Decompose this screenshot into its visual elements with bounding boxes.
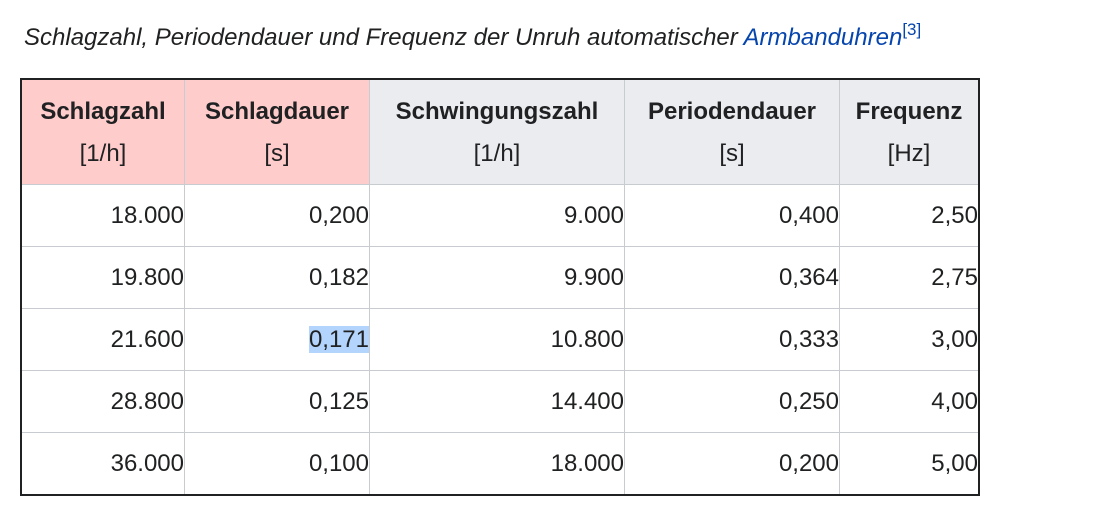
caption-text: Schlagzahl, Periodendauer und Frequenz d…: [24, 24, 744, 51]
header-name: Periodendauer: [647, 98, 817, 125]
table-row: 19.800 0,182 9.900 0,364 2,75: [20, 246, 980, 309]
reference-link[interactable]: [3]: [902, 20, 922, 39]
cell-schwingungszahl: 10.800: [369, 308, 625, 371]
header-row: Schlagzahl [1/h] Schlagdauer [s] Schwing…: [20, 78, 980, 185]
table-row: 18.000 0,200 9.000 0,400 2,50: [20, 184, 980, 247]
cell-periodendauer: 0,250: [624, 370, 840, 433]
cell-periodendauer: 0,400: [624, 184, 840, 247]
cell-frequenz: 5,00: [839, 432, 980, 496]
cell-schwingungszahl: 14.400: [369, 370, 625, 433]
cell-schlagzahl: 18.000: [20, 184, 185, 247]
cell-frequenz: 4,00: [839, 370, 980, 433]
cell-schlagzahl: 36.000: [20, 432, 185, 496]
cell-periodendauer: 0,364: [624, 246, 840, 309]
cell-schlagdauer: 0,200: [184, 184, 370, 247]
header-name: Schlagdauer: [204, 98, 350, 125]
table-row: 21.600 0,171 10.800 0,333 3,00: [20, 308, 980, 371]
header-unit: [s]: [264, 140, 290, 167]
header-unit: [1/h]: [79, 140, 127, 167]
cell-schlagzahl: 28.800: [20, 370, 185, 433]
cell-periodendauer: 0,200: [624, 432, 840, 496]
cell-periodendauer: 0,333: [624, 308, 840, 371]
header-unit: [1/h]: [473, 140, 521, 167]
cell-frequenz: 2,50: [839, 184, 980, 247]
cell-schlagdauer: 0,182: [184, 246, 370, 309]
cell-schwingungszahl: 9.000: [369, 184, 625, 247]
header-unit: [s]: [719, 140, 745, 167]
cell-schlagdauer: 0,100: [184, 432, 370, 496]
header-schlagdauer: Schlagdauer [s]: [184, 78, 370, 185]
cell-schlagdauer: 0,125: [184, 370, 370, 433]
header-name: Frequenz: [855, 98, 963, 125]
cell-schlagdauer: 0,171: [184, 308, 370, 371]
cell-schwingungszahl: 18.000: [369, 432, 625, 496]
header-name: Schwingungszahl: [395, 98, 599, 125]
selected-text[interactable]: 0,171: [308, 325, 369, 353]
header-name: Schlagzahl: [40, 98, 166, 125]
header-frequenz: Frequenz [Hz]: [839, 78, 980, 185]
header-schlagzahl: Schlagzahl [1/h]: [20, 78, 185, 185]
cell-frequenz: 3,00: [839, 308, 980, 371]
cell-frequenz: 2,75: [839, 246, 980, 309]
table-row: 36.000 0,100 18.000 0,200 5,00: [20, 432, 980, 496]
cell-schlagzahl: 19.800: [20, 246, 185, 309]
cell-schlagzahl: 21.600: [20, 308, 185, 371]
beat-rate-table: Schlagzahl [1/h] Schlagdauer [s] Schwing…: [20, 78, 980, 496]
header-schwingungszahl: Schwingungszahl [1/h]: [369, 78, 625, 185]
header-periodendauer: Periodendauer [s]: [624, 78, 840, 185]
table-row: 28.800 0,125 14.400 0,250 4,00: [20, 370, 980, 433]
armbanduhren-link[interactable]: Armbanduhren: [743, 24, 903, 51]
cell-schwingungszahl: 9.900: [369, 246, 625, 309]
table-caption: Schlagzahl, Periodendauer und Frequenz d…: [24, 21, 921, 52]
header-unit: [Hz]: [887, 140, 931, 167]
